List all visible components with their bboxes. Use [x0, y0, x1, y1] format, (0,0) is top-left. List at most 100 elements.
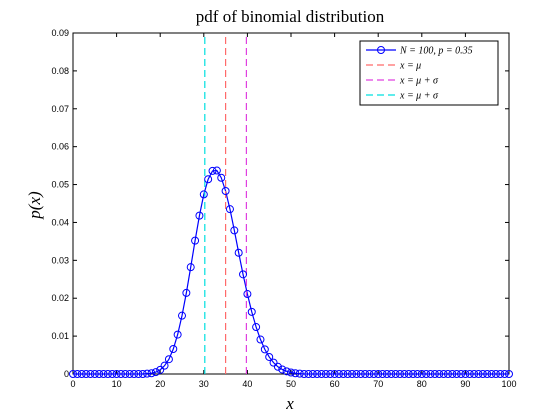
data-point — [116, 370, 125, 378]
x-tick-label: 40 — [242, 379, 252, 389]
data-point — [470, 370, 479, 378]
data-point — [352, 370, 361, 378]
x-tick-label: 70 — [373, 379, 383, 389]
data-point — [178, 311, 186, 320]
data-point — [130, 370, 139, 378]
data-point — [90, 370, 99, 378]
legend-label-2: x = μ + σ — [399, 76, 439, 87]
y-tick-label: 0 — [64, 369, 69, 379]
data-point — [212, 166, 221, 175]
data-point — [365, 370, 374, 378]
data-point — [474, 370, 483, 378]
data-point — [234, 248, 243, 257]
data-point — [378, 370, 387, 378]
data-point — [304, 370, 313, 378]
data-point — [86, 370, 95, 378]
data-point — [465, 370, 474, 378]
data-point — [404, 370, 413, 378]
chart-title: pdf of binomial distribution — [196, 7, 385, 26]
x-axis-label: x — [285, 394, 294, 413]
y-tick-label: 0.02 — [51, 293, 69, 303]
data-point — [500, 370, 509, 378]
x-tick-label: 80 — [417, 379, 427, 389]
data-point — [505, 370, 513, 378]
data-point — [387, 370, 396, 378]
y-tick-label: 0.06 — [51, 142, 69, 152]
data-point — [295, 369, 304, 378]
data-point — [483, 370, 492, 378]
data-point — [348, 370, 357, 378]
data-point — [230, 226, 239, 235]
data-point — [125, 370, 134, 378]
data-point — [273, 362, 282, 371]
data-point — [269, 358, 278, 367]
data-point — [108, 370, 117, 378]
data-point — [457, 370, 466, 378]
data-point — [156, 365, 165, 374]
data-point — [95, 370, 104, 378]
data-point — [326, 370, 335, 378]
data-point — [239, 270, 248, 279]
data-point — [313, 370, 322, 378]
data-point — [265, 352, 274, 361]
data-point — [435, 370, 444, 378]
data-point — [287, 368, 295, 377]
data-point — [478, 370, 487, 378]
data-point — [391, 370, 400, 378]
x-tick-label: 30 — [199, 379, 209, 389]
data-point — [103, 370, 112, 378]
data-point — [134, 370, 143, 378]
data-point — [369, 370, 378, 378]
data-point — [138, 370, 147, 378]
x-tick-label: 20 — [155, 379, 165, 389]
data-point — [225, 205, 234, 214]
data-point — [496, 370, 505, 378]
data-point — [208, 166, 217, 175]
data-point — [112, 370, 121, 378]
series-lines — [73, 33, 509, 375]
y-tick-label: 0.09 — [51, 28, 69, 38]
legend-marker-0 — [377, 46, 385, 54]
data-point — [160, 361, 169, 370]
data-point — [221, 186, 230, 195]
data-point — [186, 263, 195, 272]
data-point — [77, 370, 86, 378]
data-point — [396, 370, 404, 378]
x-tick-label: 50 — [286, 379, 296, 389]
data-point — [217, 173, 226, 182]
legend: N = 100, p = 0.35 x = μ x = μ + σ x = μ + σ — [359, 40, 499, 106]
data-point — [339, 370, 348, 378]
data-point — [247, 307, 256, 316]
data-point — [417, 370, 426, 378]
data-point — [300, 370, 309, 378]
y-tick-label: 0.05 — [51, 180, 69, 190]
data-point — [374, 370, 383, 378]
data-point — [448, 370, 457, 378]
data-point — [487, 370, 496, 378]
y-tick-label: 0.04 — [51, 217, 69, 227]
data-point — [430, 370, 439, 378]
y-tick-label: 0.07 — [51, 104, 69, 114]
x-tick-label: 0 — [70, 379, 75, 389]
x-tick-label: 90 — [460, 379, 470, 389]
data-point — [243, 290, 252, 299]
data-point — [282, 367, 291, 376]
data-point — [317, 370, 326, 378]
data-point — [182, 288, 191, 297]
y-tick-label: 0.01 — [51, 331, 69, 341]
data-point — [361, 370, 370, 378]
data-point — [452, 370, 461, 378]
data-point — [191, 236, 200, 245]
data-point — [99, 370, 108, 378]
data-point — [308, 370, 317, 378]
legend-box — [359, 40, 499, 106]
data-point — [278, 365, 287, 374]
data-point — [330, 370, 339, 378]
series-line-0 — [73, 169, 509, 375]
data-point — [260, 345, 269, 354]
data-point — [69, 370, 77, 378]
data-point — [291, 369, 300, 378]
data-point — [151, 368, 160, 377]
data-point — [426, 370, 435, 378]
x-tick-label: 100 — [501, 379, 516, 389]
